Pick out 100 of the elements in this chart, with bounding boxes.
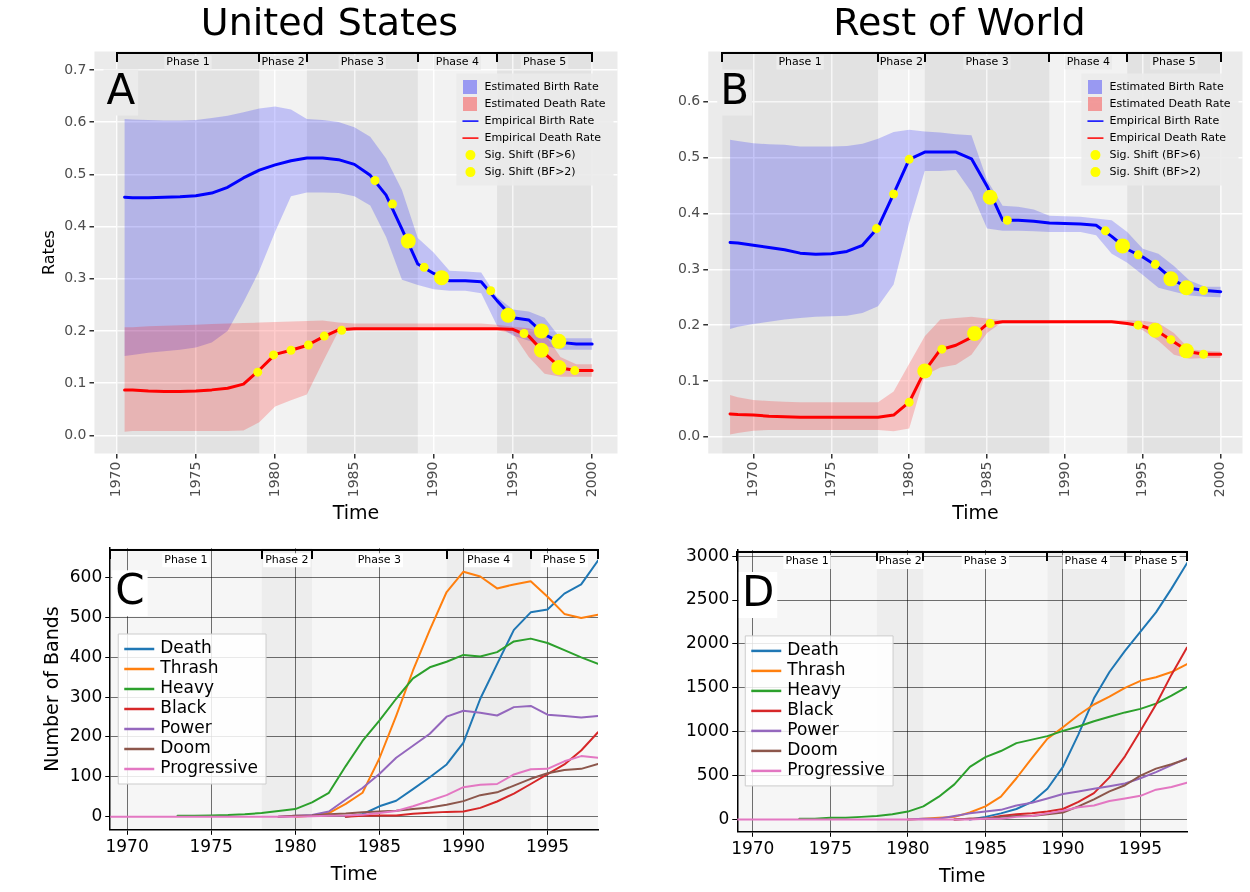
legend-label: Black — [160, 697, 207, 718]
x-tick-label: 1995 — [1118, 838, 1163, 859]
annotation: Estimated Birth Rate — [484, 79, 599, 93]
legend-label: Power — [787, 719, 839, 740]
y-tick-label: 0.5 — [678, 148, 701, 165]
y-tick-label: 2500 — [686, 588, 730, 609]
y-tick-label: 0.2 — [64, 321, 87, 338]
x-tick-label: 1995 — [525, 836, 570, 857]
y-tick-label: 0.1 — [64, 373, 87, 390]
annotation: Estimated Birth Rate — [1109, 79, 1224, 93]
x-axis-title: Time — [937, 863, 986, 886]
legend-label: Heavy — [787, 679, 842, 700]
band-label: Phase 5 — [542, 552, 587, 566]
annotation: B — [720, 64, 750, 114]
y-tick-label: 0.4 — [678, 204, 701, 221]
band-label: Phase 1 — [778, 54, 822, 68]
y-tick-label: 500 — [696, 764, 730, 785]
band-label: Phase 2 — [261, 54, 305, 68]
legend-label: Thrash — [786, 659, 846, 680]
x-tick-label: 1970 — [105, 836, 149, 857]
x-tick-label: 1970 — [744, 461, 761, 498]
legend-label: Progressive — [160, 757, 259, 778]
y-tick-label: 1500 — [686, 676, 730, 697]
y-tick-label: 2000 — [686, 632, 730, 653]
band-label: Phase 3 — [963, 554, 1008, 568]
x-axis-title: Time — [329, 861, 378, 884]
y-tick-label: 0.2 — [678, 315, 701, 332]
legend-label: Empirical Death Rate — [1109, 130, 1227, 144]
y-tick-label: 0.7 — [64, 60, 87, 77]
legend-label: Empirical Birth Rate — [1109, 113, 1220, 127]
x-tick-label: 2000 — [1211, 461, 1228, 498]
chart-title: United States — [200, 0, 459, 44]
y-tick-label: 500 — [69, 605, 103, 626]
y-tick-label: 0.5 — [64, 164, 87, 181]
x-tick-label: 1980 — [899, 461, 916, 498]
band-label: Phase 3 — [340, 54, 384, 68]
legend-label: Empirical Birth Rate — [484, 113, 595, 127]
y-tick-label: 0.3 — [64, 269, 87, 286]
x-tick-label: 1985 — [963, 838, 1008, 859]
band-label: Phase 1 — [785, 554, 829, 568]
y-tick-label: 200 — [69, 725, 103, 746]
legend-label: Progressive — [787, 759, 886, 780]
band-label: Phase 5 — [1134, 554, 1178, 568]
x-tick-label: 1990 — [424, 461, 441, 498]
legend-label: Death — [787, 639, 839, 660]
band-label: Phase 3 — [357, 552, 402, 566]
y-tick-label: 0.3 — [678, 259, 701, 276]
y-tick-label: 0 — [91, 805, 103, 826]
x-tick-label: 1975 — [808, 838, 852, 859]
y-tick-label: 0.4 — [64, 217, 87, 234]
legend-label: Death — [160, 637, 212, 658]
y-axis-title: Number of Bands — [40, 606, 63, 772]
legend-label: Sig. Shift (BF>6) — [1109, 147, 1201, 161]
y-tick-label: 1000 — [686, 720, 730, 741]
band-label: Phase 4 — [1064, 554, 1108, 568]
band-label: Phase 2 — [878, 554, 922, 568]
legend-label: Sig. Shift (BF>2) — [484, 164, 576, 178]
legend-label: Power — [160, 717, 212, 738]
x-tick-label: 1995 — [503, 461, 520, 498]
y-tick-label: 0.1 — [678, 371, 701, 388]
x-tick-label: 1990 — [441, 836, 486, 857]
legend-label: Sig. Shift (BF>6) — [484, 147, 576, 161]
x-tick-label: 1995 — [1133, 461, 1150, 498]
y-tick-label: 0.6 — [678, 92, 701, 109]
y-tick-label: 0 — [718, 807, 730, 828]
y-axis-title: Rates — [38, 230, 58, 276]
band-label: Phase 5 — [1152, 54, 1196, 68]
legend-label: Sig. Shift (BF>2) — [1109, 164, 1201, 178]
x-tick-label: 1975 — [821, 461, 838, 498]
annotation: A — [106, 64, 136, 114]
band-label: Phase 5 — [522, 54, 567, 68]
annotation: C — [115, 565, 145, 615]
x-tick-label: 1970 — [107, 461, 124, 498]
band-label: Phase 4 — [435, 54, 480, 68]
band-label: Phase 4 — [1066, 54, 1110, 68]
x-tick-label: 1975 — [189, 836, 233, 857]
x-tick-label: 1980 — [265, 461, 282, 498]
x-tick-label: 2000 — [582, 461, 599, 498]
y-tick-label: 3000 — [686, 544, 730, 565]
y-tick-label: 100 — [69, 765, 103, 786]
x-tick-label: 1990 — [1041, 838, 1085, 859]
y-tick-label: 300 — [69, 685, 103, 706]
x-tick-label: 1985 — [345, 461, 362, 498]
band-label: Phase 2 — [879, 54, 924, 68]
band-label: Phase 3 — [965, 54, 1009, 68]
x-tick-label: 1980 — [273, 836, 317, 857]
legend-label: Doom — [787, 739, 838, 760]
band-label: Phase 1 — [164, 552, 208, 566]
y-tick-label: 600 — [69, 566, 103, 587]
legend-label: Thrash — [159, 657, 219, 678]
x-axis-title: Time — [951, 500, 999, 523]
x-axis-title: Time — [331, 500, 380, 523]
x-tick-label: 1975 — [186, 461, 203, 498]
annotation: Estimated Death Rate — [484, 96, 606, 110]
x-tick-label: 1980 — [886, 838, 930, 859]
legend-label: Heavy — [160, 677, 215, 698]
legend-label: Black — [787, 699, 834, 720]
band-label: Phase 4 — [467, 552, 511, 566]
x-tick-label: 1985 — [357, 836, 401, 857]
x-tick-label: 1970 — [731, 838, 775, 859]
